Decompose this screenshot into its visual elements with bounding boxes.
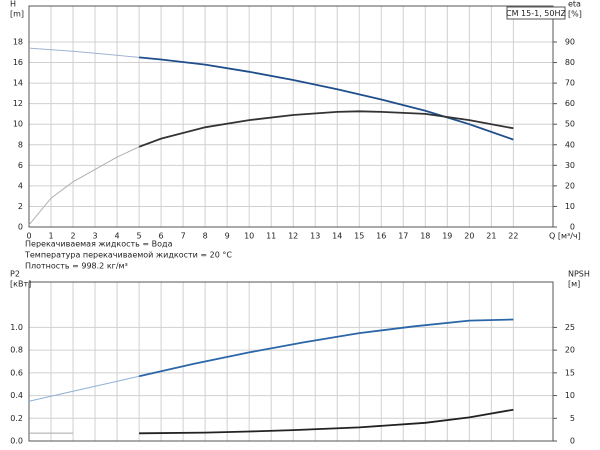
- y2-tick-label: 25: [565, 323, 575, 332]
- x-tick-label: 1: [48, 232, 53, 241]
- y-tick-label: 0.0: [10, 437, 23, 446]
- y-tick-label: 0.4: [10, 391, 23, 400]
- note: Плотность = 998.2 кг/м³: [25, 262, 128, 271]
- x-tick-label: 10: [244, 232, 254, 241]
- y-axis-label: H: [10, 0, 16, 9]
- x-tick-label: 9: [225, 232, 230, 241]
- y2-tick-label: 70: [565, 79, 575, 88]
- x-tick-label: 14: [332, 232, 342, 241]
- y-tick-label: 0.2: [10, 414, 23, 423]
- x-tick-label: 20: [464, 232, 474, 241]
- y-tick-label: 10: [13, 120, 23, 129]
- y2-tick-label: 15: [565, 368, 575, 377]
- x-tick-label: 7: [181, 232, 186, 241]
- x-tick-label: 5: [137, 232, 142, 241]
- chart-title: CM 15-1, 50HZ: [506, 9, 566, 18]
- y-tick-label: 14: [13, 79, 23, 88]
- y2-tick-label: 20: [565, 181, 575, 190]
- curve: [138, 318, 514, 378]
- y2-tick-label: 0: [570, 437, 575, 446]
- y2-tick-label: 60: [565, 99, 575, 108]
- x-tick-label: 17: [398, 232, 408, 241]
- x-tick-label: 6: [159, 232, 164, 241]
- y2-axis-label: NPSH: [568, 270, 590, 279]
- y-tick-label: 18: [13, 37, 23, 46]
- y-axis-unit: [m]: [10, 10, 24, 19]
- x-tick-label: 4: [115, 232, 120, 241]
- x-tick-label: 8: [203, 232, 208, 241]
- x-tick-label: 3: [93, 232, 98, 241]
- y-tick-label: 0: [18, 223, 23, 232]
- curve: [139, 408, 514, 435]
- plot-border: [28, 5, 554, 228]
- y2-tick-label: 5: [570, 414, 575, 423]
- y-tick-label: 4: [18, 181, 23, 190]
- legend-box: [506, 6, 566, 20]
- note: Температура перекачиваемой жидкости = 20…: [24, 251, 232, 260]
- plot-area: [28, 5, 554, 228]
- y2-tick-label: 90: [565, 37, 575, 46]
- x-tick-label: 11: [266, 232, 276, 241]
- y2-tick-label: 30: [565, 161, 575, 170]
- y2-tick-label: 80: [565, 58, 575, 67]
- y-axis-label: P2: [10, 270, 20, 279]
- x-tick-label: 15: [354, 232, 364, 241]
- x-tick-label: 12: [288, 232, 298, 241]
- y-tick-label: 2: [18, 202, 23, 211]
- y-tick-label: 0.6: [10, 368, 23, 377]
- curve: [138, 110, 514, 148]
- x-tick-label: 19: [442, 232, 452, 241]
- y-tick-label: 12: [13, 99, 23, 108]
- y2-tick-label: 10: [565, 202, 575, 211]
- y-tick-label: 6: [18, 161, 23, 170]
- x-tick-label: 21: [486, 232, 496, 241]
- y2-axis-unit: [м]: [568, 280, 580, 289]
- x-tick-label: 0: [26, 232, 31, 241]
- plot-area: [28, 281, 554, 442]
- curve-extrapolated: [28, 47, 140, 58]
- y2-tick-label: 10: [565, 391, 575, 400]
- y2-tick-label: 50: [565, 120, 575, 129]
- y-tick-label: 0.8: [10, 346, 23, 355]
- y2-axis-unit: [%]: [568, 10, 582, 19]
- x-tick-label: 18: [420, 232, 430, 241]
- y2-tick-label: 40: [565, 140, 575, 149]
- y2-tick-label: 20: [565, 346, 575, 355]
- y2-axis-label: eta: [568, 0, 581, 9]
- x-tick-label: 2: [70, 232, 75, 241]
- y-tick-label: 8: [18, 140, 23, 149]
- curve-extrapolated: [28, 375, 140, 402]
- x-axis-label: Q [м³/ч]: [549, 232, 581, 241]
- plot-border: [28, 281, 554, 442]
- x-tick-label: 13: [310, 232, 320, 241]
- y-tick-label: 1.0: [10, 323, 23, 332]
- curve-extrapolated: [28, 146, 140, 226]
- y2-tick-label: 0: [570, 223, 575, 232]
- y-tick-label: 16: [13, 58, 23, 67]
- x-tick-label: 16: [376, 232, 386, 241]
- x-tick-label: 22: [508, 232, 518, 241]
- y-axis-unit: [кВт]: [10, 280, 31, 289]
- note: Перекачиваемая жидкость = Вода: [25, 240, 173, 249]
